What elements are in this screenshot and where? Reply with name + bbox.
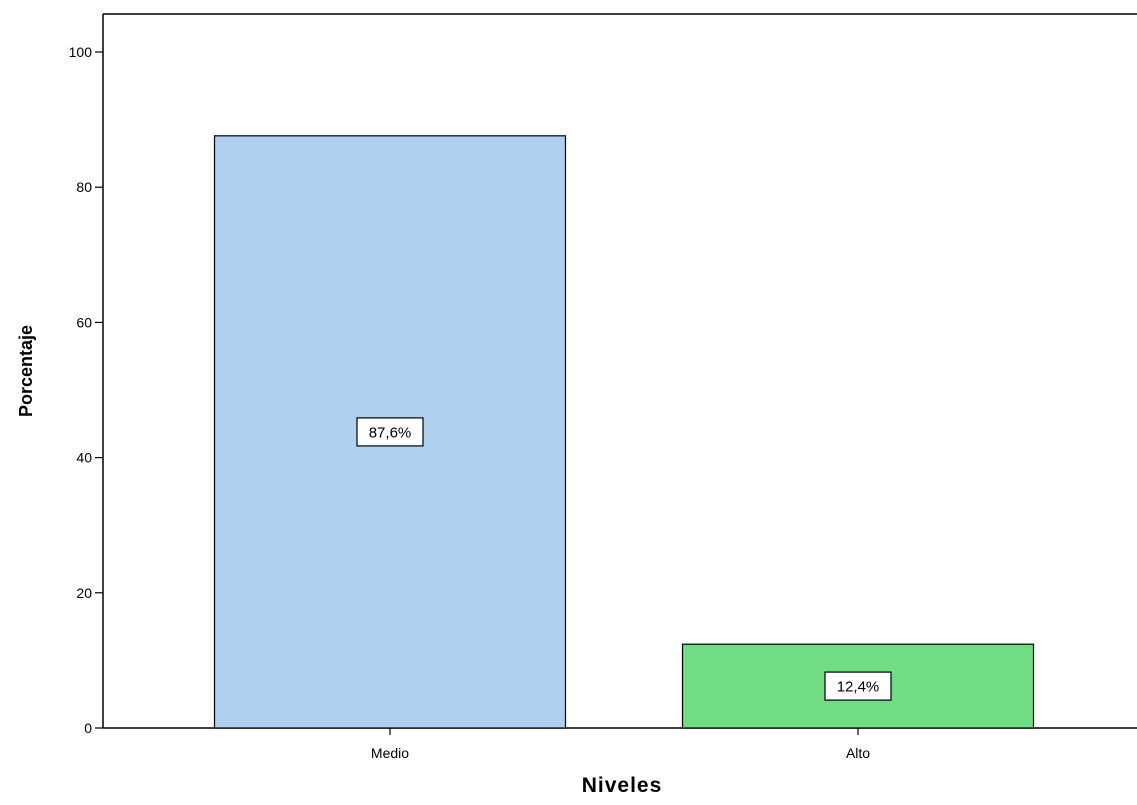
x-ticks: Medio Alto bbox=[371, 728, 870, 761]
bar-medio bbox=[213, 135, 567, 729]
x-axis-title: Niveles bbox=[582, 774, 663, 797]
data-label-box bbox=[824, 671, 892, 701]
data-label: 87,6% bbox=[369, 424, 412, 441]
bars bbox=[213, 135, 1035, 729]
x-tick-label: Alto bbox=[846, 745, 870, 761]
y-tick-label: 60 bbox=[76, 314, 92, 330]
y-tick-label: 0 bbox=[84, 720, 92, 736]
data-label: 12,4% bbox=[837, 679, 880, 696]
y-tick-label: 20 bbox=[76, 585, 92, 601]
y-ticks: 0 20 40 60 80 100 bbox=[69, 44, 103, 736]
y-axis-title: Porcentaje bbox=[16, 325, 36, 417]
data-label-box bbox=[356, 417, 424, 447]
data-labels: 87,6% 12,4% bbox=[356, 417, 892, 701]
y-tick-label: 40 bbox=[76, 450, 92, 466]
x-tick-label: Medio bbox=[371, 745, 409, 761]
y-tick-label: 100 bbox=[69, 44, 93, 60]
y-tick-label: 80 bbox=[76, 179, 92, 195]
